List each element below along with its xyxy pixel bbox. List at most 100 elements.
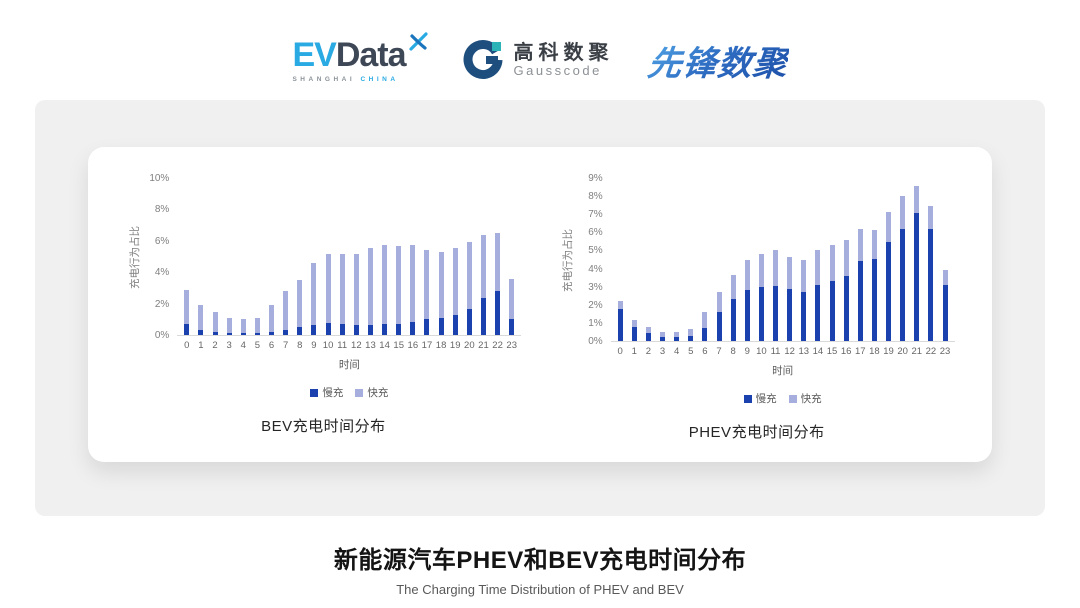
fast-charge-segment — [240, 319, 246, 334]
slow-charge-segment — [226, 333, 232, 335]
bar-hour-20 — [463, 242, 476, 335]
fast-charge-segment — [730, 274, 736, 300]
slow-charge-segment — [438, 317, 444, 335]
x-tick-label: 1 — [631, 346, 637, 357]
chart-caption: BEV充电时间分布 — [261, 418, 386, 435]
y-tick-label: 3% — [588, 281, 603, 293]
x-tick-label: 21 — [911, 346, 923, 357]
y-tick-label: 10% — [149, 173, 170, 184]
legend-label: 快充 — [800, 393, 822, 405]
slow-charge-segment — [410, 322, 416, 335]
bar-hour-23 — [939, 270, 952, 341]
slow-charge-segment — [254, 333, 260, 335]
fast-charge-segment — [716, 292, 722, 312]
x-axis-title: 时间 — [772, 365, 794, 377]
gausscode-en-text: Gausscode — [513, 62, 602, 78]
x-tick-label: 17 — [854, 346, 866, 357]
bar-hour-15 — [392, 245, 405, 335]
bar-hour-16 — [840, 239, 853, 341]
bar-hour-13 — [797, 259, 810, 341]
fast-charge-segment — [438, 251, 444, 318]
slow-charge-segment — [758, 286, 764, 341]
slow-charge-segment — [283, 329, 289, 335]
slow-charge-segment — [730, 299, 736, 341]
bar-hour-12 — [783, 256, 796, 341]
bar-hour-1 — [628, 320, 641, 341]
slow-charge-segment — [495, 291, 501, 335]
fast-charge-segment — [509, 278, 515, 320]
slow-charge-segment — [815, 284, 821, 341]
slow-charge-segment — [942, 284, 948, 341]
legend-swatch — [743, 394, 752, 403]
slow-charge-segment — [382, 324, 388, 335]
gausscode-g-icon — [463, 40, 503, 79]
fast-charge-segment — [900, 196, 906, 229]
slow-charge-segment — [325, 323, 331, 335]
fast-charge-segment — [787, 256, 793, 290]
slow-charge-segment — [240, 333, 246, 335]
x-axis-ticks: 0 1 2 3 4 5 6 7 8 9 10 11 12 13 14 15 16 17 18 19 20 21 22 23 — [177, 340, 521, 351]
x-tick-label: 9 — [744, 346, 750, 357]
slow-charge-segment — [857, 261, 863, 341]
x-tick-label: 7 — [716, 346, 722, 357]
evdata-china-text: CHINA — [360, 75, 399, 83]
bar-hour-19 — [449, 247, 462, 335]
y-tick-label: 1% — [588, 317, 603, 329]
bar-hour-20 — [896, 196, 909, 341]
legend-label: 慢充 — [755, 393, 777, 405]
fast-charge-segment — [843, 239, 849, 276]
fast-charge-segment — [914, 186, 920, 214]
slow-charge-segment — [452, 314, 458, 335]
legend-item: 慢充 — [743, 391, 777, 406]
evdata-data-text: Data — [335, 35, 407, 74]
evdata-ev-text: EV — [292, 35, 336, 74]
bar-hour-18 — [435, 251, 448, 335]
fast-charge-segment — [198, 305, 204, 330]
bar-hour-7 — [279, 291, 292, 335]
x-tick-label: 3 — [226, 340, 232, 351]
bar-hour-0 — [614, 301, 627, 341]
bar-hour-2 — [642, 327, 655, 341]
bar-hour-9 — [741, 259, 754, 341]
slow-charge-segment — [339, 324, 345, 335]
slow-charge-segment — [367, 324, 373, 335]
bar-hour-12 — [350, 254, 363, 335]
x-tick-label: 22 — [492, 340, 503, 351]
x-tick-label: 12 — [784, 346, 795, 357]
slow-charge-segment — [674, 336, 680, 341]
fast-charge-segment — [382, 244, 388, 324]
slow-charge-segment — [688, 335, 694, 341]
bar-hour-6 — [698, 312, 711, 341]
bar-hour-21 — [910, 186, 923, 341]
phev-chart: 充电行为占比 0% 1% 2% 3% 4% 5% 6% 7% 8% 9% 0 1 2 3 4 5 6 7 8 9 10… — [559, 174, 955, 462]
bar-hour-3 — [223, 317, 236, 335]
x-tick-label: 9 — [311, 340, 317, 351]
bar-hour-16 — [406, 244, 419, 335]
bar-hour-15 — [826, 245, 839, 341]
bar-hour-19 — [882, 211, 895, 341]
x-tick-label: 14 — [812, 346, 824, 357]
y-tick-label: 6% — [588, 227, 603, 239]
x-tick-label: 8 — [730, 346, 736, 357]
bar-hour-18 — [868, 229, 881, 341]
slow-charge-segment — [269, 331, 275, 335]
fast-charge-segment — [801, 259, 807, 293]
x-tick-label: 19 — [449, 340, 461, 351]
bar-hour-8 — [293, 280, 306, 335]
slow-charge-segment — [466, 309, 472, 335]
slow-charge-segment — [787, 289, 793, 341]
slow-charge-segment — [509, 319, 515, 335]
fast-charge-segment — [226, 317, 232, 334]
x-tick-label: 8 — [297, 340, 303, 351]
x-tick-label: 6 — [268, 340, 275, 351]
y-tick-label: 7% — [588, 209, 603, 221]
fast-charge-segment — [744, 259, 750, 291]
slow-charge-segment — [311, 324, 317, 335]
pioneer-logo: 先锋数聚 — [645, 36, 790, 85]
bar-hour-6 — [265, 305, 278, 335]
slow-charge-segment — [886, 242, 892, 341]
slow-charge-segment — [353, 324, 359, 335]
x-tick-label: 12 — [351, 340, 362, 351]
x-tick-label: 15 — [826, 346, 838, 357]
y-tick-label: 5% — [588, 245, 603, 257]
